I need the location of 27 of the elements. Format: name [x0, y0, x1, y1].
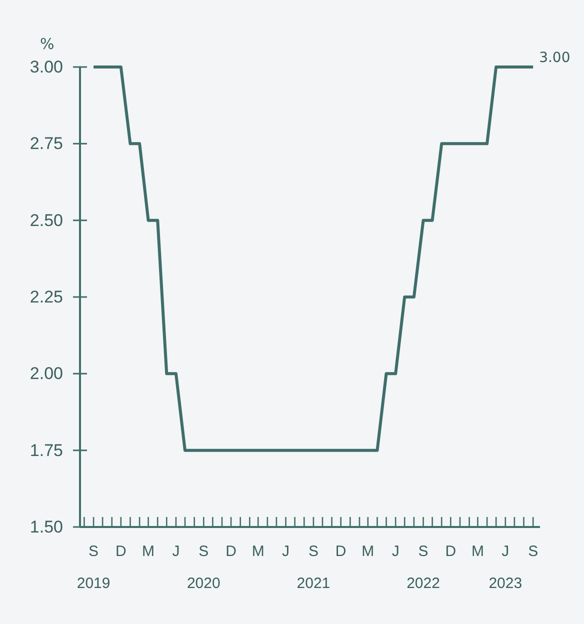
x-tick-label: J	[392, 543, 400, 560]
x-tick-label: M	[362, 543, 374, 560]
y-tick-label: 1.50	[30, 517, 63, 536]
x-tick-label: D	[445, 543, 456, 560]
x-tick-label: S	[528, 543, 538, 560]
x-tick-label: J	[172, 543, 180, 560]
x-tick-label: D	[226, 543, 237, 560]
x-tick-label: S 2021	[296, 543, 330, 592]
line-series	[92, 66, 535, 452]
y-tick-label: 3.00	[30, 57, 63, 76]
x-tick-label: D	[335, 543, 346, 560]
x-tick-label: M	[471, 543, 484, 560]
x-tick-label: S 2020	[186, 543, 220, 592]
x-tick-label: S 2022	[406, 543, 440, 592]
x-tick-label: M	[142, 543, 155, 560]
x-tick-label: M	[252, 543, 264, 560]
x-tick-label: J	[282, 543, 290, 560]
y-tick-label: 2.50	[30, 210, 63, 230]
y-tick-label: 2.25	[30, 287, 63, 306]
y-tick-label: 2.00	[30, 364, 63, 384]
annotation: 3.00	[539, 50, 570, 66]
y-axis-title: %	[40, 35, 54, 53]
x-tick-label: S 2019	[76, 543, 110, 592]
y-tick-label: 2.75	[30, 134, 63, 154]
x-tick-label: D	[115, 543, 126, 560]
y-tick-label: 1.75	[30, 440, 63, 460]
x-tick-label: J 2023	[488, 543, 522, 592]
